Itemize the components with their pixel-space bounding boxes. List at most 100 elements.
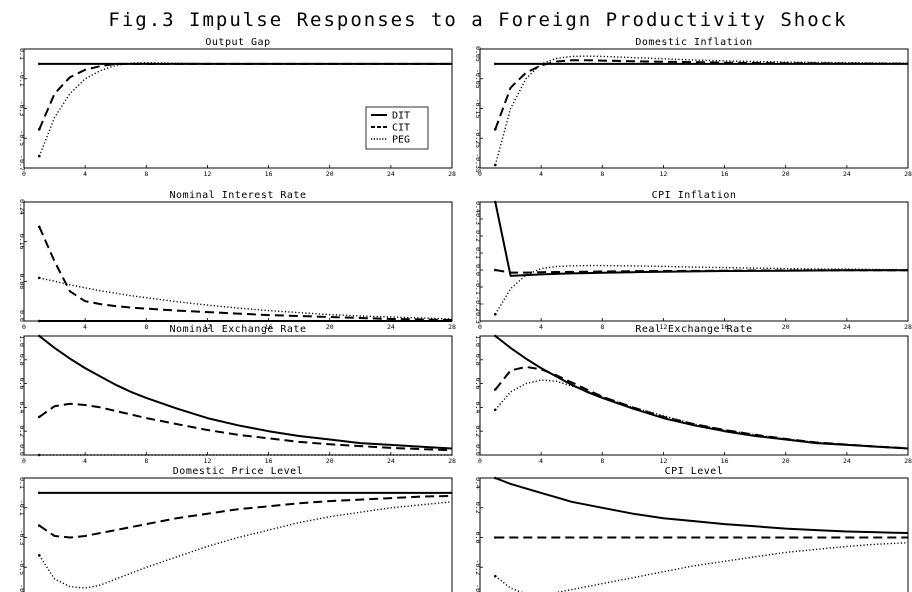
plot-frame <box>23 335 453 456</box>
x-tick-label: 8 <box>144 323 148 331</box>
series-line-dit <box>494 477 909 534</box>
x-tick-label: 20 <box>782 457 790 465</box>
series-point <box>37 415 41 419</box>
series-point <box>493 408 497 412</box>
x-tick-label: 16 <box>265 170 273 178</box>
series-line-cit <box>494 365 909 450</box>
y-tick-label: 0.4 <box>474 477 482 489</box>
series-line-peg <box>494 379 909 449</box>
x-tick-label: 4 <box>539 170 543 178</box>
y-tick-label: 0.4 <box>474 201 482 213</box>
x-tick-label: 24 <box>387 170 395 178</box>
series-point <box>493 476 497 480</box>
series-line-cit <box>495 269 908 274</box>
x-tick-label: 28 <box>904 170 912 178</box>
x-tick-label: 16 <box>721 170 729 178</box>
legend-label-peg: PEG <box>392 135 410 146</box>
x-tick-label: 0 <box>478 323 482 331</box>
y-tick-label: 0.1 <box>474 247 482 259</box>
x-tick-label: 0 <box>22 170 26 178</box>
x-tick-label: 24 <box>843 457 851 465</box>
legend-label-cit: CIT <box>392 123 410 134</box>
x-tick-label: 12 <box>204 170 212 178</box>
series-point <box>37 154 41 158</box>
series-point <box>493 62 497 66</box>
y-tick-label: -0.5 <box>18 130 26 146</box>
series-point <box>37 276 41 280</box>
series-point <box>493 574 497 578</box>
y-tick-label: 0.2 <box>18 425 26 437</box>
x-tick-label: 28 <box>448 457 456 465</box>
x-tick-label: 24 <box>387 323 395 331</box>
plot-frame <box>479 477 909 592</box>
series-line-dit <box>494 201 909 277</box>
x-tick-label: 16 <box>721 323 729 331</box>
series-line-cit <box>38 226 453 321</box>
series-point <box>37 554 41 557</box>
series-point <box>493 163 497 167</box>
plot-frame <box>479 201 909 322</box>
y-tick-label: 0.1 <box>18 477 26 489</box>
y-tick-label: -0.3 <box>18 101 26 117</box>
series-line-peg <box>494 55 909 166</box>
panels-container: Output Gap 0 4 8 12 16 20 24 28 0.1 -0.1 -0.3 -0.5 -0… <box>18 37 912 592</box>
x-tick-label: 16 <box>721 457 729 465</box>
panel-8: CPI Level04812162024280.40.20.0-0.2-0.4q… <box>474 466 909 592</box>
x-tick-label: 24 <box>843 323 851 331</box>
x-tick-label: 12 <box>204 323 212 331</box>
y-tick-label: 1.0 <box>18 335 26 347</box>
series-point <box>493 312 497 316</box>
x-tick-label: 8 <box>144 170 148 178</box>
series-point <box>493 128 497 131</box>
series-point <box>37 334 41 338</box>
series-point <box>493 200 497 204</box>
y-tick-label: -0.5 <box>18 559 26 575</box>
x-tick-label: 4 <box>83 170 87 178</box>
x-tick-label: 28 <box>448 323 456 331</box>
y-tick-label: 0.08 <box>18 274 26 290</box>
y-tick-label: 1.0 <box>474 335 482 347</box>
series-line-peg <box>39 277 453 320</box>
x-tick-label: 0 <box>478 457 482 465</box>
y-tick-label: 0.6 <box>474 378 482 390</box>
x-tick-label: 16 <box>265 323 273 331</box>
figure-title: Fig.3 Impulse Responses to a Foreign Pro… <box>108 9 847 31</box>
y-tick-label: -0.4 <box>474 584 482 592</box>
legend-label-dit: DIT <box>392 111 410 122</box>
panel-title: CPI Level <box>665 466 724 477</box>
series-line-cit <box>38 402 453 452</box>
x-tick-label: 20 <box>326 457 334 465</box>
series-point <box>493 388 497 391</box>
series-point <box>493 334 497 338</box>
x-tick-label: 4 <box>539 323 543 331</box>
series-point <box>37 62 41 66</box>
plot-frame <box>23 201 453 322</box>
x-tick-label: 0 <box>22 457 26 465</box>
y-tick-label: 0.16 <box>18 234 26 250</box>
panel-title: Domestic Inflation <box>635 37 752 48</box>
y-tick-label: -0.1 <box>18 500 26 516</box>
y-tick-label: 0.24 <box>18 199 26 215</box>
series-point <box>493 536 497 539</box>
x-tick-label: 12 <box>660 457 668 465</box>
x-tick-label: 12 <box>204 457 212 465</box>
plot-frame <box>23 477 453 592</box>
x-tick-label: 0 <box>478 170 482 178</box>
panel-2: Domestic Inflation 0 4 8 12 16 20 24 28 0.05 -0.05… <box>474 37 912 178</box>
panel-7: Domestic Price Level04812162024280.1-0.1… <box>18 466 453 592</box>
x-tick-label: 24 <box>387 457 395 465</box>
x-tick-label: 8 <box>600 323 604 331</box>
x-tick-label: 4 <box>83 323 87 331</box>
x-tick-label: 20 <box>326 323 334 331</box>
x-tick-label: 4 <box>83 457 87 465</box>
x-tick-label: 20 <box>782 170 790 178</box>
y-tick-label: 0.2 <box>474 425 482 437</box>
panel-title: Real Exchange Rate <box>635 324 752 335</box>
x-tick-label: 8 <box>144 457 148 465</box>
y-tick-label: -0.3 <box>18 530 26 546</box>
x-tick-label: 4 <box>539 457 543 465</box>
panel-title: CPI Inflation <box>652 190 737 201</box>
y-tick-label: 0.0 <box>18 310 26 322</box>
x-tick-label: 20 <box>326 170 334 178</box>
